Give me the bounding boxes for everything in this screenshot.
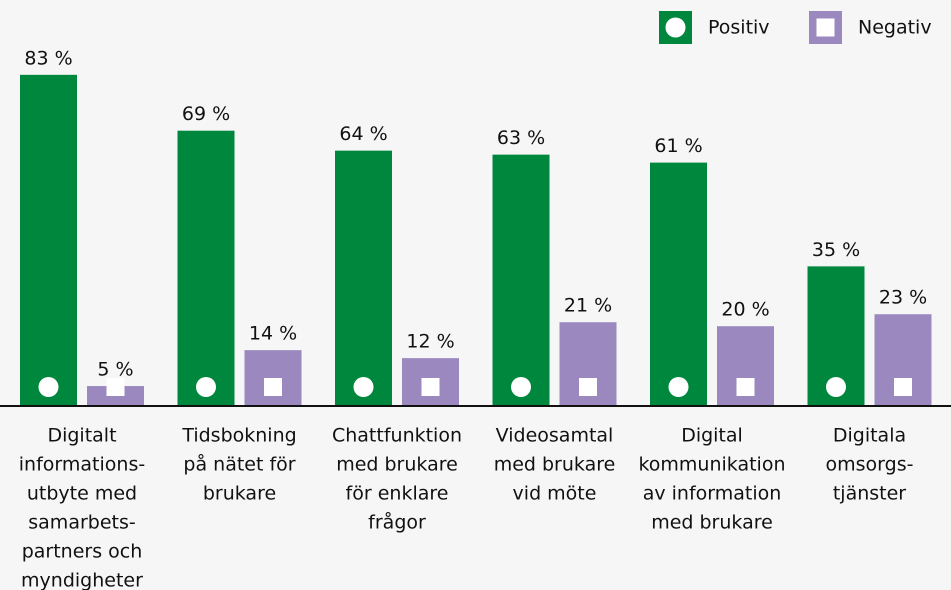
marker-square [106, 378, 125, 396]
value-label: 21 % [564, 295, 612, 317]
value-label: 35 % [812, 239, 860, 261]
marker-circle [196, 377, 216, 397]
value-label: 69 % [182, 103, 230, 125]
value-label: 64 % [339, 123, 387, 145]
marker-square [264, 378, 282, 396]
marker-square [894, 378, 912, 396]
x-tick-label: med brukare [494, 454, 616, 476]
value-label: 83 % [24, 47, 72, 69]
x-tick-label: av information [643, 483, 782, 505]
marker-circle [665, 17, 686, 38]
bar [20, 74, 77, 406]
x-tick-label: partners och [22, 541, 143, 563]
marker-square [816, 18, 835, 37]
x-tick-label: Digital [681, 425, 743, 447]
marker-circle [668, 377, 689, 397]
value-label: 61 % [654, 135, 702, 157]
x-tick-label: Chattfunktion [332, 425, 462, 447]
value-label: 20 % [721, 299, 769, 321]
bar [177, 130, 235, 406]
value-label: 14 % [249, 323, 297, 345]
x-tick-label: för enklare [346, 483, 449, 505]
x-tick-label: myndigheter [21, 570, 143, 590]
x-tick-label: på nätet för [183, 453, 295, 476]
x-tick-label: frågor [368, 511, 426, 534]
marker-square [579, 378, 597, 396]
x-tick-label: vid möte [513, 483, 597, 505]
legend-label: Negativ [858, 17, 932, 39]
marker-square [736, 378, 755, 396]
x-tick-label: Videosamtal [496, 425, 614, 447]
x-tick-label: samarbets- [28, 512, 135, 534]
bar [335, 150, 392, 406]
x-tick-label: med brukare [651, 512, 773, 534]
marker-circle [511, 377, 531, 397]
marker-circle [826, 377, 846, 397]
marker-square [421, 378, 440, 396]
x-tick-label: Digitalt [47, 425, 116, 447]
x-tick-label: omsorgs- [826, 454, 914, 476]
value-label: 23 % [879, 287, 927, 309]
legend-label: Positiv [708, 17, 770, 39]
x-tick-label: med brukare [336, 454, 458, 476]
marker-circle [353, 377, 374, 397]
bar [492, 154, 550, 406]
value-label: 12 % [406, 331, 454, 353]
bar [87, 386, 144, 406]
value-label: 5 % [97, 359, 133, 381]
x-tick-label: Digitala [833, 425, 906, 447]
bar [650, 162, 707, 406]
x-tick-label: tjänster [833, 483, 906, 505]
x-tick-label: kommunikation [638, 454, 785, 476]
value-label: 63 % [497, 127, 545, 149]
x-tick-label: informations- [19, 454, 145, 476]
x-tick-label: utbyte med [27, 483, 137, 505]
x-tick-label: Tidsbokning [181, 425, 296, 447]
x-tick-label: brukare [203, 483, 276, 505]
marker-circle [38, 377, 59, 397]
